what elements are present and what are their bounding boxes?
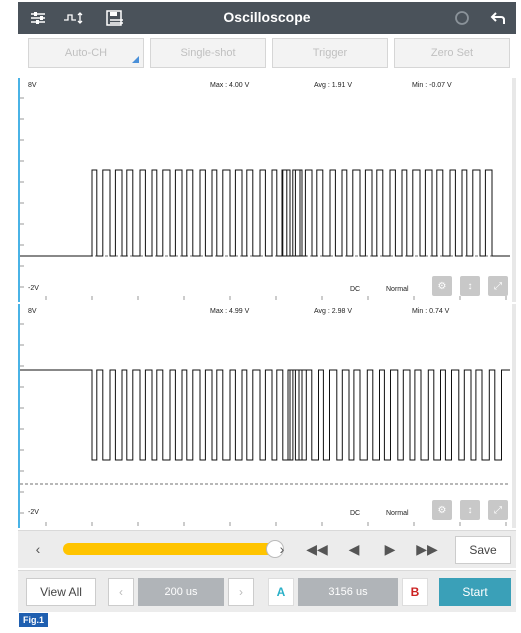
ch2-max-readout: Max : 4.99 V [210,308,250,315]
channel-2-waveform [20,323,510,526]
ch2-vmin-label: -2V [28,509,39,516]
step-forward-icon[interactable]: ▶ [384,540,396,557]
toolbar: Auto-CH Single-shot Trigger Zero Set [18,36,516,72]
ch2-avg-readout: Avg : 2.98 V [314,308,353,315]
zero-set-label: Zero Set [430,47,474,59]
auto-ch-button[interactable]: Auto-CH [28,38,144,68]
timebase-increase-button[interactable]: › [228,578,254,606]
ch2-vmax-label: 8V [28,308,37,315]
save-disk-icon[interactable] [104,8,126,28]
ch1-settings-button[interactable]: ⚙ [432,276,452,296]
timebase-value: 200 us [138,578,224,606]
fast-forward-icon[interactable]: ▶▶ [416,540,438,557]
zero-set-button[interactable]: Zero Set [394,38,510,68]
ch2-mode: Normal [386,510,409,517]
control-bar: View All ‹ 200 us › A 3156 us B Start [18,570,516,612]
ch1-max-readout: Max : 4.00 V [210,82,250,89]
ch2-expand-button[interactable]: ⤢ [488,500,508,520]
auto-ch-label: Auto-CH [64,47,108,59]
position-slider[interactable] [63,543,273,555]
figure-caption: Fig.1 [19,613,49,627]
trigger-label: Trigger [312,47,348,59]
fast-rewind-icon[interactable]: ◀◀ [306,540,328,557]
start-button[interactable]: Start [439,578,511,606]
ch2-min-readout: Min : 0.74 V [412,308,450,315]
page-title: Oscilloscope [223,9,311,25]
ch2-coupling: DC [350,510,361,517]
back-icon[interactable] [488,8,508,28]
channel-2-panel[interactable]: 8V Max : 4.99 V Avg : 2.98 V Min : 0.74 … [18,304,516,528]
view-all-button[interactable]: View All [26,578,96,606]
ch1-expand-button[interactable]: ⤢ [488,276,508,296]
ch1-coupling: DC [350,286,361,293]
channel-1-panel[interactable]: 8V Max : 4.00 V Avg : 1.91 V Min : -0.07… [18,78,516,302]
scrollbar[interactable] [512,78,516,302]
title-bar: Oscilloscope [18,2,516,34]
scroll-right-icon[interactable]: › [279,541,285,557]
refresh-icon[interactable] [452,8,472,28]
ch1-scale-button[interactable]: ↕ [460,276,480,296]
marker-b-button[interactable]: B [402,578,428,606]
single-shot-button[interactable]: Single-shot [150,38,266,68]
ch1-avg-readout: Avg : 1.91 V [314,82,353,89]
channel-1-waveform [20,97,510,300]
single-shot-label: Single-shot [180,47,236,59]
scrollbar[interactable] [512,304,516,528]
signal-icon[interactable] [62,8,86,28]
ch1-min-readout: Min : -0.07 V [412,82,452,89]
timebase-decrease-button[interactable]: ‹ [108,578,134,606]
sliders-icon[interactable] [28,8,48,28]
step-back-icon[interactable]: ◀ [348,540,360,557]
playback-bar: ‹ › ◀◀ ◀ ▶ ▶▶ Save [18,530,516,568]
ch1-mode: Normal [386,286,409,293]
ch2-scale-button[interactable]: ↕ [460,500,480,520]
cursor-delta-value: 3156 us [298,578,398,606]
ch1-vmin-label: -2V [28,285,39,292]
save-button[interactable]: Save [455,536,511,564]
dropdown-corner-icon [132,56,139,63]
ch2-settings-button[interactable]: ⚙ [432,500,452,520]
ch1-vmax-label: 8V [28,82,37,89]
slider-handle[interactable] [266,540,284,558]
scroll-left-icon[interactable]: ‹ [35,541,41,557]
trigger-button[interactable]: Trigger [272,38,388,68]
marker-a-button[interactable]: A [268,578,294,606]
